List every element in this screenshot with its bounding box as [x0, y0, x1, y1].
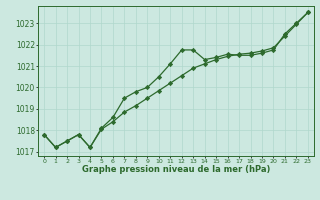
X-axis label: Graphe pression niveau de la mer (hPa): Graphe pression niveau de la mer (hPa): [82, 165, 270, 174]
